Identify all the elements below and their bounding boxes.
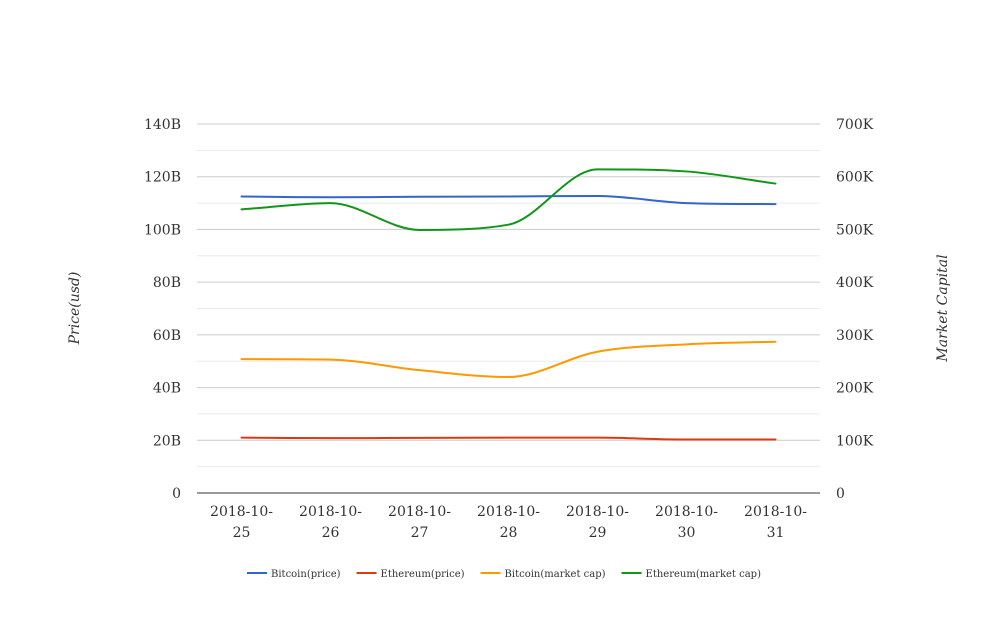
y-left-tick-label: 120B bbox=[144, 170, 181, 186]
legend-label-ethereum-market-cap: Ethereum(market cap) bbox=[646, 569, 762, 580]
y-axis-right-title: Market Capital bbox=[935, 254, 951, 362]
y-left-tick-label: 60B bbox=[153, 328, 181, 344]
y-left-tick-label: 20B bbox=[153, 433, 181, 449]
y-right-tick-label: 600K bbox=[836, 170, 874, 186]
legend: Bitcoin(price) Ethereum(price) Bitcoin(mar… bbox=[247, 569, 761, 580]
x-tick-label: 2018-10- 27 bbox=[388, 504, 451, 541]
x-tick-label-line: 2018-10- bbox=[299, 504, 362, 520]
x-tick-label-line: 25 bbox=[233, 525, 251, 541]
y-right-tick-label: 500K bbox=[836, 222, 874, 238]
legend-label-bitcoin-price: Bitcoin(price) bbox=[271, 569, 341, 580]
y-right-tick-label: 300K bbox=[836, 328, 874, 344]
y-right-tick-label: 700K bbox=[836, 117, 874, 133]
y-right-tick-label: 100K bbox=[836, 433, 874, 449]
y-axis-left-title: Price(usd) bbox=[67, 272, 83, 346]
y-left-tick-label: 40B bbox=[153, 381, 181, 397]
x-tick-label-line: 31 bbox=[767, 525, 785, 541]
x-tick-label-line: 2018-10- bbox=[477, 504, 540, 520]
series-line-bitcoin-price bbox=[240, 194, 777, 206]
x-tick-label: 2018-10- 25 bbox=[210, 504, 273, 541]
x-tick-label-line: 26 bbox=[322, 525, 340, 541]
y-left-tick-label: 100B bbox=[144, 222, 181, 238]
x-tick-label: 2018-10- 26 bbox=[299, 504, 362, 541]
x-tick-label-line: 2018-10- bbox=[655, 504, 718, 520]
x-tick-label: 2018-10- 28 bbox=[477, 504, 540, 541]
x-tick-label-line: 2018-10- bbox=[210, 504, 273, 520]
axes: 0 20B 40B 60B 80B 100B 120B 140B 0 100K 200K 300K 40… bbox=[144, 117, 874, 541]
x-tick-label-line: 30 bbox=[678, 525, 696, 541]
x-tick-label: 2018-10- 29 bbox=[566, 504, 629, 541]
x-tick-label: 2018-10- 30 bbox=[655, 504, 718, 541]
series-line-bitcoin-market-cap bbox=[240, 340, 777, 379]
y-left-tick-label: 0 bbox=[172, 486, 181, 502]
x-tick-label: 2018-10- 31 bbox=[744, 504, 807, 541]
legend-label-ethereum-price: Ethereum(price) bbox=[381, 569, 465, 580]
x-tick-label-line: 29 bbox=[589, 525, 607, 541]
y-left-tick-label: 140B bbox=[144, 117, 181, 133]
gridlines bbox=[197, 123, 820, 468]
y-left-tick-label: 80B bbox=[153, 275, 181, 291]
x-tick-label-line: 2018-10- bbox=[566, 504, 629, 520]
y-right-tick-label: 200K bbox=[836, 381, 874, 397]
x-tick-label-line: 27 bbox=[411, 525, 429, 541]
y-right-tick-label: 0 bbox=[836, 486, 845, 502]
x-tick-label-line: 28 bbox=[500, 525, 518, 541]
x-tick-label-line: 2018-10- bbox=[388, 504, 451, 520]
legend-label-bitcoin-market-cap: Bitcoin(market cap) bbox=[505, 569, 606, 580]
y-right-tick-label: 400K bbox=[836, 275, 874, 291]
x-tick-label-line: 2018-10- bbox=[744, 504, 807, 520]
series-line-ethereum-market-cap bbox=[240, 168, 777, 231]
series-line-ethereum-price bbox=[240, 436, 777, 441]
series-lines bbox=[240, 168, 777, 441]
